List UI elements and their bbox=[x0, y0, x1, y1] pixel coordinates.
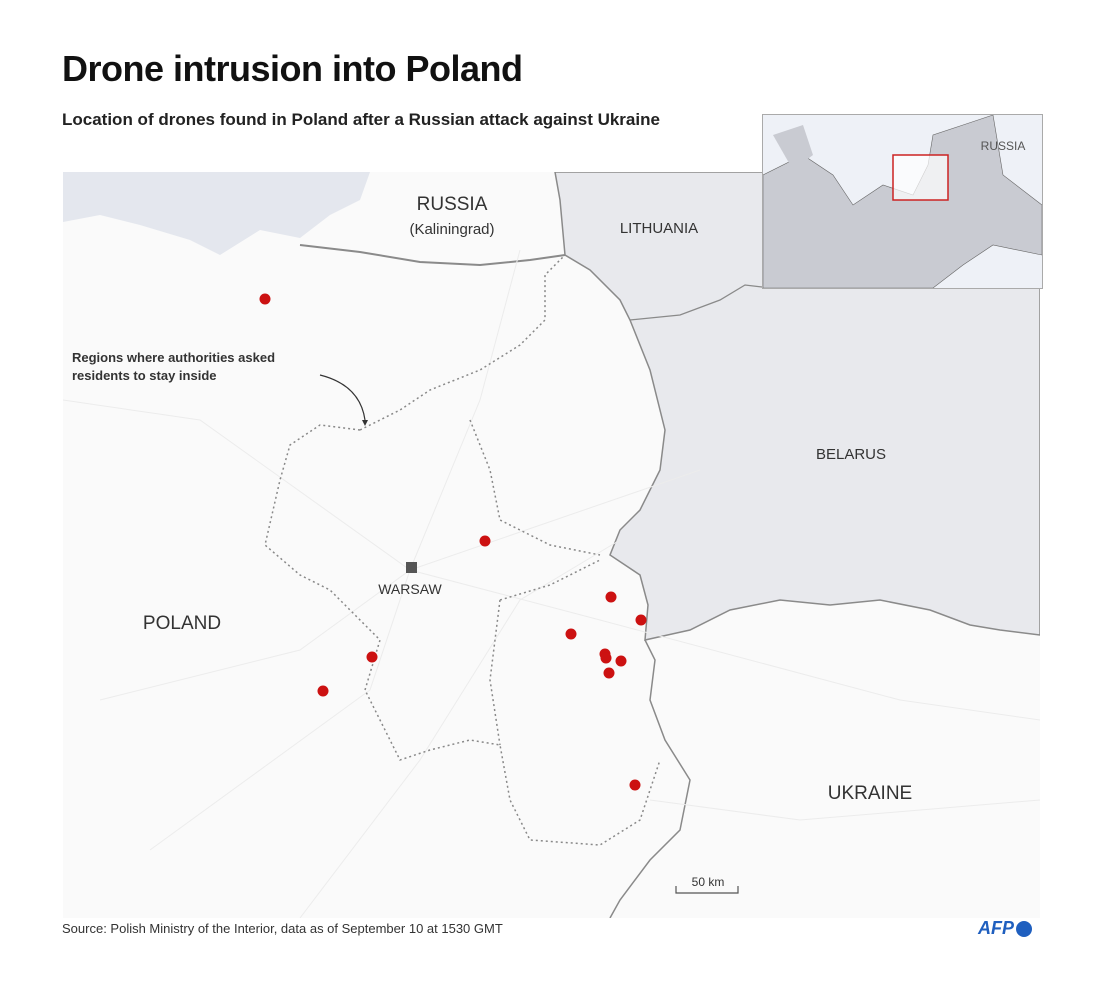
map-title: Drone intrusion into Poland bbox=[62, 48, 523, 89]
inset-label-russia: RUSSIA bbox=[981, 139, 1026, 153]
annotation-line-1: Regions where authorities asked bbox=[72, 350, 275, 365]
drone-marker bbox=[603, 667, 615, 679]
annotation-line-2: residents to stay inside bbox=[72, 368, 217, 383]
europe-locator-inset: RUSSIA bbox=[762, 114, 1043, 289]
kaliningrad-border bbox=[299, 244, 566, 267]
drone-marker bbox=[479, 535, 491, 547]
scale-label: 50 km bbox=[692, 875, 725, 889]
map-subtitle: Location of drones found in Poland after… bbox=[62, 110, 660, 129]
baltic-sea bbox=[63, 172, 370, 255]
lithuania-belarus-border bbox=[629, 284, 763, 321]
lithuania-belarus-region bbox=[554, 172, 1040, 641]
drone-marker bbox=[629, 779, 641, 791]
drone-marker bbox=[565, 628, 577, 640]
label-belarus: BELARUS bbox=[816, 446, 886, 463]
drone-locations bbox=[259, 293, 647, 791]
drone-marker bbox=[615, 655, 627, 667]
label-warsaw: WARSAW bbox=[378, 581, 442, 597]
ukraine-border bbox=[609, 639, 691, 918]
scale-bar bbox=[675, 886, 739, 894]
label-lithuania: LITHUANIA bbox=[620, 220, 698, 237]
drone-marker bbox=[317, 685, 329, 697]
uk-land bbox=[773, 125, 813, 170]
logo-dot-icon bbox=[1016, 920, 1032, 937]
label-poland: POLAND bbox=[143, 613, 221, 634]
drone-marker bbox=[635, 614, 647, 626]
poland-highlight bbox=[893, 155, 948, 200]
source-note: Source: Polish Ministry of the Interior,… bbox=[62, 921, 503, 936]
warsaw-capital-marker bbox=[406, 562, 417, 573]
label-russia: RUSSIA bbox=[417, 194, 488, 215]
annotation-arrow bbox=[319, 374, 366, 421]
label-kaliningrad: (Kaliningrad) bbox=[409, 221, 494, 238]
arrow-head-icon bbox=[362, 420, 368, 426]
label-ukraine: UKRAINE bbox=[828, 783, 912, 804]
drone-marker bbox=[600, 652, 612, 664]
afp-logo: AFP bbox=[978, 918, 1032, 939]
drone-marker bbox=[605, 591, 617, 603]
logo-text: AFP bbox=[978, 918, 1014, 938]
inset-focus-box bbox=[892, 154, 949, 201]
drone-marker bbox=[366, 651, 378, 663]
europe-land bbox=[763, 115, 1042, 288]
drone-marker bbox=[259, 293, 271, 305]
